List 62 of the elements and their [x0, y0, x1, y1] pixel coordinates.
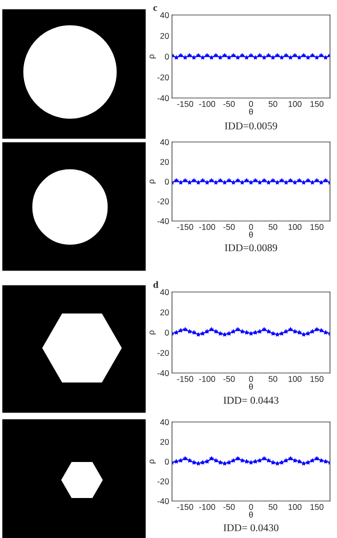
y-tick-label: 0: [164, 458, 169, 465]
y-tick-label: 20: [160, 32, 169, 39]
x-tick-label: 50: [268, 224, 278, 230]
x-tick-label: 50: [268, 101, 278, 107]
text: IDD=0.0089: [224, 244, 278, 252]
y-tick-label: -20: [158, 350, 169, 356]
x-tick-label: 0: [249, 224, 253, 230]
x-tick-label: -50: [223, 504, 235, 510]
y-tick-label: -40: [158, 95, 169, 102]
x-tick-label: -50: [223, 101, 235, 107]
x-tick-label: -50: [223, 376, 235, 382]
x-axis-title: θ: [249, 512, 253, 518]
x-tick-label: 100: [288, 101, 302, 107]
y-tick-label: 40: [160, 139, 169, 146]
x-axis-title: θ: [249, 108, 253, 115]
y-tick-label: -20: [158, 198, 169, 204]
y-axis-title: ρ: [150, 54, 156, 58]
x-tick-label: 50: [268, 376, 278, 382]
x-tick-label: 100: [288, 504, 302, 510]
y-axis-title: ρ: [150, 179, 156, 184]
text: IDD=0.0059: [224, 122, 278, 130]
x-tick-label: -150: [177, 504, 194, 510]
y-tick-label: 20: [160, 438, 169, 445]
x-tick-label: -100: [199, 101, 216, 107]
x-tick-label: 0: [249, 504, 253, 510]
x-tick-label: -150: [177, 224, 194, 230]
x-tick-label: 0: [249, 376, 253, 382]
x-tick-label: -50: [223, 224, 235, 230]
y-tick-label: 20: [160, 158, 169, 165]
y-tick-label: 40: [160, 419, 169, 426]
x-tick-label: 150: [310, 376, 324, 382]
y-tick-label: 0: [164, 330, 169, 336]
x-tick-label: 100: [288, 224, 302, 230]
x-axis-title: θ: [249, 384, 253, 390]
chart-title: c: [153, 6, 158, 11]
x-tick-label: -150: [177, 376, 194, 382]
y-tick-label: -40: [158, 218, 169, 224]
x-tick-label: 50: [268, 504, 278, 510]
x-tick-label: 150: [310, 101, 324, 107]
y-tick-label: 20: [160, 309, 169, 316]
text: IDD= 0.0443: [224, 396, 278, 404]
x-tick-label: 0: [249, 101, 253, 107]
y-tick-label: -40: [158, 370, 169, 376]
y-tick-label: -20: [158, 74, 169, 80]
text: IDD= 0.0430: [224, 524, 278, 532]
x-axis-title: θ: [249, 232, 253, 238]
x-tick-label: 150: [310, 504, 324, 510]
y-tick-label: 0: [164, 178, 169, 185]
y-tick-label: -20: [158, 478, 169, 484]
x-tick-label: -100: [199, 376, 216, 382]
y-tick-label: 40: [160, 289, 169, 296]
y-axis-title: ρ: [150, 459, 156, 464]
y-tick-label: 40: [160, 12, 169, 18]
chart-title: d: [153, 281, 158, 288]
x-tick-label: 150: [310, 224, 324, 230]
x-tick-label: -100: [199, 504, 216, 510]
x-tick-label: 100: [288, 376, 302, 382]
y-tick-label: -40: [158, 498, 169, 504]
x-tick-label: -150: [177, 101, 194, 107]
y-tick-label: 0: [164, 54, 169, 60]
y-axis-title: ρ: [150, 330, 156, 334]
x-tick-label: -100: [199, 224, 216, 230]
